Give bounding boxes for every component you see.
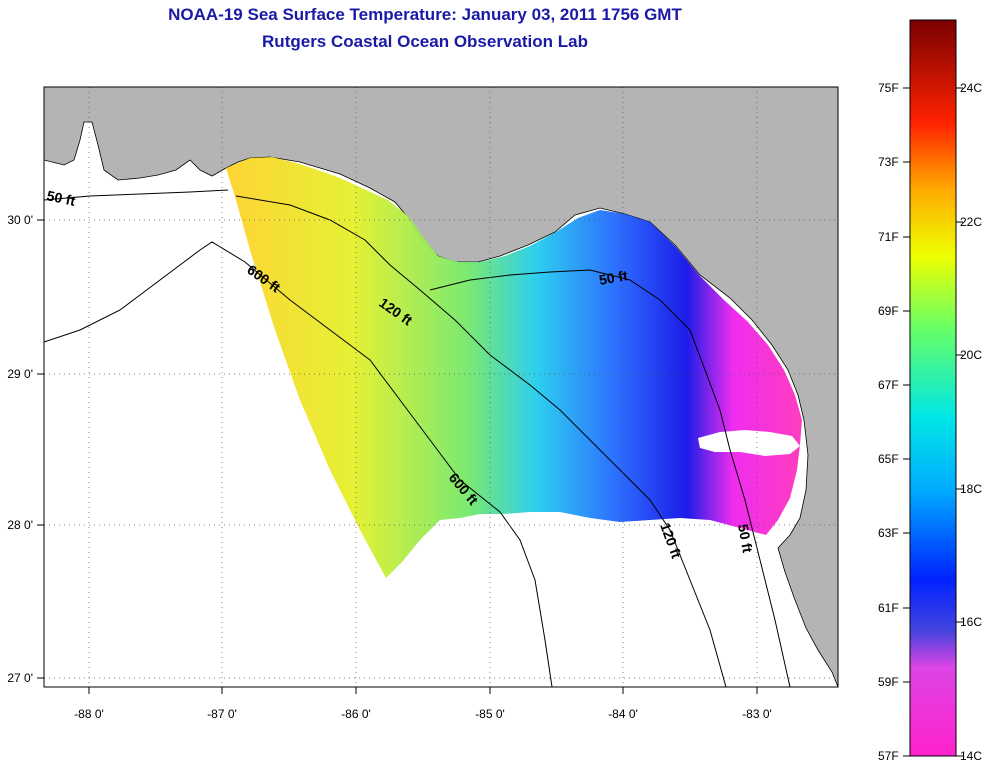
lat-tick-label: 30 0' <box>7 213 33 227</box>
colorbar-c-label: 18C <box>960 482 982 496</box>
lon-tick-label: -83 0' <box>742 707 772 721</box>
cloud-patch <box>698 430 800 456</box>
axis-ticks <box>37 219 758 694</box>
bathymetry-contours <box>44 189 791 687</box>
colorbar-f-label: 63F <box>878 526 899 540</box>
colorbar-gradient <box>909 19 957 757</box>
map-title: NOAA-19 Sea Surface Temperature: January… <box>168 5 682 24</box>
lat-tick-label: 28 0' <box>7 518 33 532</box>
latitude-axis: 30 0' 29 0' 28 0' 27 0' <box>7 213 33 685</box>
contour-label: 50 ft <box>598 267 629 288</box>
map-frame <box>43 86 839 688</box>
colorbar-c-label: 24C <box>960 81 982 95</box>
colorbar-c-label: 20C <box>960 348 982 362</box>
colorbar-f-label: 69F <box>878 304 899 318</box>
colorbar-c-label: 22C <box>960 215 982 229</box>
colorbar-f-label: 61F <box>878 601 899 615</box>
longitude-axis: -88 0' -87 0' -86 0' -85 0' -84 0' -83 0… <box>74 707 772 721</box>
contour-label: 50 ft <box>45 187 77 209</box>
colorbar-f-label: 65F <box>878 452 899 466</box>
colorbar-f-label: 59F <box>878 675 899 689</box>
lon-tick-label: -85 0' <box>475 707 505 721</box>
colorbar-c-label: 16C <box>960 615 982 629</box>
map-subtitle: Rutgers Coastal Ocean Observation Lab <box>262 32 588 51</box>
contour-120ft <box>235 195 727 687</box>
lon-tick-label: -84 0' <box>608 707 638 721</box>
graticule <box>44 87 838 687</box>
lon-tick-label: -86 0' <box>341 707 371 721</box>
colorbar: 75F 73F 71F 69F 67F 65F 63F 61F 59F 57F … <box>878 19 982 763</box>
map-plot <box>44 87 838 687</box>
contour-50ft-east <box>429 269 791 687</box>
sst-swath <box>226 157 802 578</box>
colorbar-f-label: 67F <box>878 378 899 392</box>
lon-tick-label: -88 0' <box>74 707 104 721</box>
colorbar-f-label: 73F <box>878 155 899 169</box>
colorbar-f-label: 75F <box>878 81 899 95</box>
colorbar-c-label: 14C <box>960 749 982 763</box>
colorbar-f-label: 57F <box>878 749 899 763</box>
lat-tick-label: 29 0' <box>7 367 33 381</box>
contour-label: 50 ft <box>735 523 756 554</box>
lon-tick-label: -87 0' <box>207 707 237 721</box>
contour-50ft-west <box>44 189 229 201</box>
colorbar-f-label: 71F <box>878 230 899 244</box>
lat-tick-label: 27 0' <box>7 671 33 685</box>
contour-600ft <box>44 241 553 687</box>
